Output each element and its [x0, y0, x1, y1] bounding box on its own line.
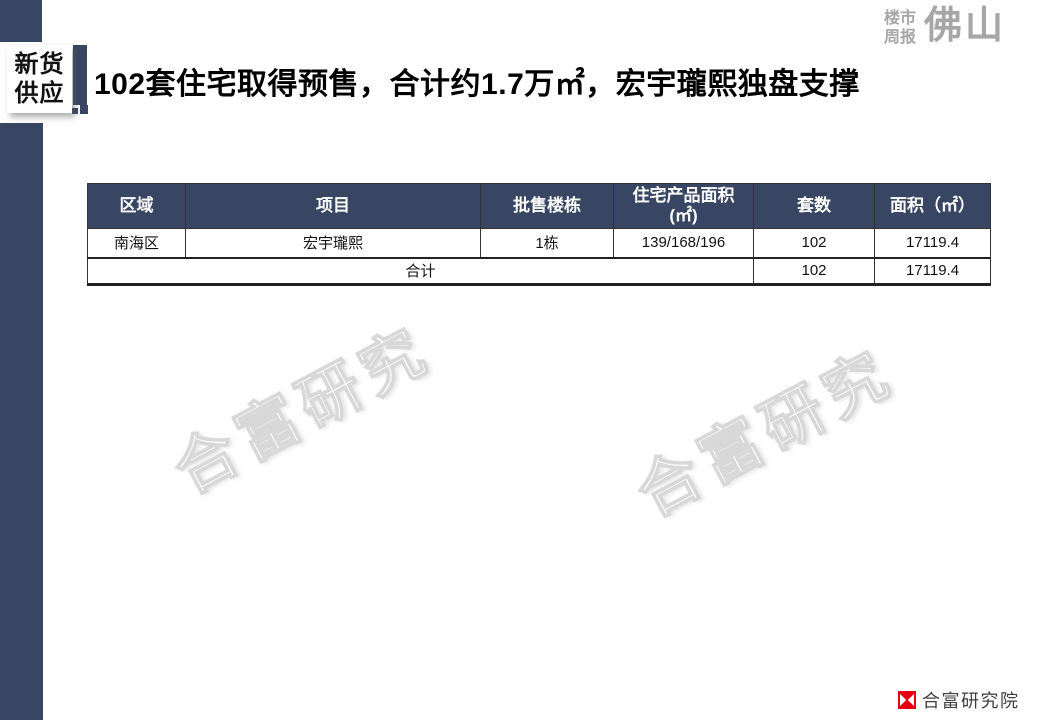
brand-city: 佛山 — [924, 5, 1007, 47]
watermark-left: 合富研究 — [162, 314, 443, 508]
cell-units: 102 — [753, 228, 875, 258]
col-header-product-area-line2: (㎡) — [669, 206, 698, 225]
brand-subtitle: 楼市 周报 — [884, 9, 916, 47]
col-header-region: 区域 — [87, 183, 186, 229]
presale-supply-table: 区域 项目 批售楼栋 住宅产品面积 (㎡) 套数 面积（㎡） 南海区 宏宇瓏熙 … — [87, 183, 991, 286]
title-accent-bar — [73, 45, 87, 105]
cell-project: 宏宇瓏熙 — [185, 228, 481, 258]
section-badge-line2: 供应 — [14, 80, 65, 107]
accent-dot-large — [80, 105, 88, 114]
page-title: 102套住宅取得预售，合计约1.7万㎡，宏宇瓏熙独盘支撑 — [94, 68, 860, 101]
col-header-project: 项目 — [185, 183, 481, 229]
corner-square-decoration — [0, 0, 42, 42]
total-units: 102 — [753, 256, 875, 286]
total-label: 合计 — [87, 256, 754, 286]
table-header-row: 区域 项目 批售楼栋 住宅产品面积 (㎡) 套数 面积（㎡） — [87, 183, 991, 229]
brand-subtitle-line2: 周报 — [884, 29, 917, 46]
section-badge: 新货 供应 — [7, 45, 72, 113]
total-area: 17119.4 — [874, 256, 991, 286]
col-header-building: 批售楼栋 — [480, 183, 614, 229]
cell-region: 南海区 — [87, 228, 186, 258]
cell-product-area: 139/168/196 — [613, 228, 754, 258]
col-header-units: 套数 — [753, 183, 875, 229]
brand-subtitle-line1: 楼市 — [884, 10, 917, 27]
table-header: 区域 项目 批售楼栋 住宅产品面积 (㎡) 套数 面积（㎡） — [87, 183, 991, 229]
section-badge-line1: 新货 — [14, 51, 65, 78]
table-body: 南海区 宏宇瓏熙 1栋 139/168/196 102 17119.4 合计 1… — [87, 228, 991, 286]
col-header-product-area-line1: 住宅产品面积 — [632, 185, 735, 205]
col-header-product-area: 住宅产品面积 (㎡) — [613, 183, 754, 229]
col-header-area: 面积（㎡） — [874, 183, 991, 229]
table-row: 南海区 宏宇瓏熙 1栋 139/168/196 102 17119.4 — [87, 228, 991, 258]
footer-logo-text: 合富研究院 — [922, 691, 1020, 711]
accent-dot-small — [72, 108, 78, 114]
brand-mark: 楼市 周报 佛山 — [884, 5, 1006, 47]
footer-logo: 合富研究院 — [898, 687, 1020, 713]
total-row: 合计 102 17119.4 — [87, 256, 991, 286]
cell-area: 17119.4 — [874, 228, 991, 258]
cell-building: 1栋 — [480, 228, 614, 258]
hopefluent-logo-icon — [898, 691, 916, 709]
watermark-right: 合富研究 — [625, 337, 906, 531]
sidebar-column-decoration — [0, 123, 43, 720]
